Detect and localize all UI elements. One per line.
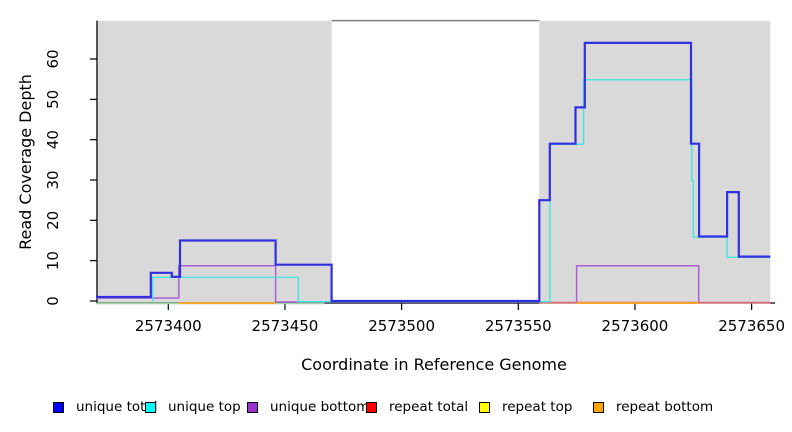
legend-swatch-repeat-top <box>479 401 490 413</box>
y-tick-label: 0 <box>44 296 62 306</box>
x-tick-label: 2573600 <box>602 317 669 335</box>
legend-swatch-repeat-bottom <box>593 401 604 413</box>
x-tick-label: 2573650 <box>718 317 785 335</box>
y-axis-title: Read Coverage Depth <box>16 74 35 250</box>
legend-label: repeat bottom <box>616 399 714 415</box>
y-tick-label: 40 <box>44 130 62 149</box>
legend-label: repeat total <box>389 399 469 415</box>
right-gray-region <box>539 20 771 304</box>
y-tick-label: 50 <box>44 90 62 109</box>
legend-label: repeat top <box>502 399 573 415</box>
x-tick-label: 2573400 <box>135 317 202 335</box>
legend-label: unique top <box>168 399 241 415</box>
legend-item-repeat-bottom: repeat bottom <box>593 398 713 416</box>
axes-layer: 2573400 2573450 2573500 2573550 2573600 25736… <box>44 20 785 335</box>
legend-label: unique bottom <box>270 399 370 415</box>
legend-swatch-unique-bottom <box>247 401 258 413</box>
x-tick-label: 2573550 <box>485 317 552 335</box>
shaded-regions-layer <box>95 19 771 304</box>
y-tick-label: 60 <box>44 49 62 68</box>
legend-item-repeat-top: repeat top <box>479 398 572 416</box>
x-tick-label: 2573450 <box>252 317 319 335</box>
series-layer <box>96 41 771 305</box>
legend: unique total unique top unique bottom repea… <box>0 398 792 422</box>
left-gray-region <box>95 20 332 304</box>
legend-label: unique total <box>76 399 158 415</box>
legend-item-repeat-total: repeat total <box>366 398 468 416</box>
legend-swatch-repeat-total <box>366 401 377 413</box>
x-axis-title: Coordinate in Reference Genome <box>301 355 567 374</box>
legend-item-unique-total: unique total <box>53 398 157 416</box>
y-tick-label: 30 <box>44 170 62 189</box>
y-tick-label: 20 <box>44 211 62 230</box>
legend-item-unique-bottom: unique bottom <box>247 398 369 416</box>
legend-swatch-unique-total <box>53 401 64 413</box>
series-unique-bottom <box>575 264 700 302</box>
legend-item-unique-top: unique top <box>145 398 241 416</box>
legend-swatch-unique-top <box>145 401 156 413</box>
series-unique-total <box>96 41 771 303</box>
y-tick-label: 10 <box>44 251 62 270</box>
x-tick-label: 2573500 <box>368 317 435 335</box>
